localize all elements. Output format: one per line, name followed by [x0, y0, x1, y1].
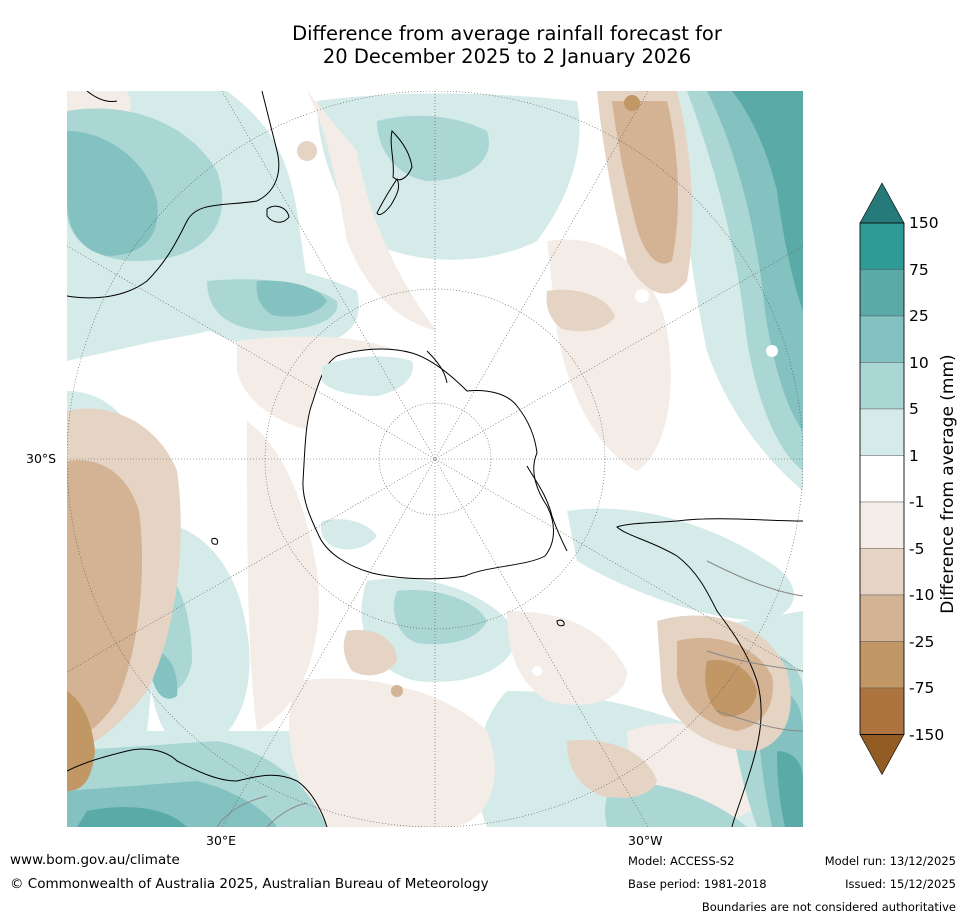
colorbar-bin [859, 269, 905, 317]
colorbar-tick: 150 [909, 214, 939, 232]
anomaly-region [705, 660, 757, 717]
base-period: Base period: 1981-2018 [628, 877, 767, 891]
meridian-line [67, 245, 803, 673]
antarctica [302, 348, 568, 580]
colorbar-tick: -10 [909, 586, 935, 604]
africa-inland-border [216, 795, 308, 827]
antarctica-interior-wet [322, 356, 413, 396]
anomaly-region [67, 131, 158, 256]
south-america-coastline [616, 518, 803, 827]
colorbar-tick: -150 [909, 725, 945, 744]
colorbar-bin [859, 455, 905, 503]
anomaly-region [288, 678, 495, 827]
anomaly-region [612, 101, 679, 264]
axis-label-30s: 30°S [26, 451, 57, 466]
axis-label-30w: 30°W [628, 833, 663, 848]
anomaly-region [777, 751, 803, 827]
tasmania-coastline [266, 205, 290, 223]
anomaly-spot [766, 345, 778, 357]
map-canvas [67, 91, 803, 827]
antarctic-peninsula [526, 465, 568, 552]
anomaly-region [393, 590, 487, 645]
australia-coastline [67, 91, 280, 299]
meridian-line [221, 91, 649, 827]
polar-hole [378, 402, 492, 516]
colorbar-extend-max [859, 182, 905, 224]
graticule [67, 91, 803, 827]
anomaly-region [507, 611, 627, 705]
colorbar-tick: 5 [909, 400, 919, 418]
anomaly-spot [635, 289, 649, 303]
africa-coastline [67, 748, 328, 827]
anomaly-region [67, 460, 143, 741]
anomaly-region [546, 289, 615, 332]
anomaly-layer-spots [297, 95, 778, 697]
model-run-date: Model run: 13/12/2025 [824, 854, 956, 868]
anomaly-spot [624, 95, 640, 111]
colorbar-label: Difference from average (mm) [938, 354, 958, 614]
colorbar-tick: -5 [909, 539, 925, 558]
anomaly-region [567, 508, 794, 621]
copyright-text: © Commonwealth of Australia 2025, Austra… [10, 876, 489, 892]
anomaly-region [567, 740, 657, 798]
anomaly-region [343, 630, 397, 676]
colorbar-bin [859, 641, 905, 689]
antarctica-interior-wet [320, 519, 377, 550]
colorbar-bin [859, 501, 905, 549]
colorbar-outline [859, 222, 905, 735]
model-name: Model: ACCESS-S2 [628, 854, 735, 868]
new-zealand-north-island [390, 129, 413, 181]
colorbar-tick: 1 [909, 446, 919, 465]
anomaly-region [377, 115, 489, 181]
colorbar-bin [859, 594, 905, 642]
colorbar-bin [859, 408, 905, 456]
anomaly-spot [532, 666, 542, 676]
colorbar-tick: -75 [909, 679, 935, 697]
colorbar-bin [859, 222, 905, 270]
anomaly-region [732, 91, 803, 311]
colorbar-tick: 25 [909, 307, 929, 325]
colorbar-extend-min [859, 734, 905, 776]
anomaly-region [247, 421, 319, 731]
south-america-inland-border [706, 560, 803, 732]
anomaly-region [153, 651, 178, 699]
coastlines [67, 91, 803, 827]
title-line-1: Difference from average rainfall forecas… [292, 22, 722, 45]
anomaly-region [77, 807, 187, 827]
website-link[interactable]: www.bom.gov.au/climate [10, 852, 180, 868]
anomaly-region [256, 280, 327, 317]
meridian-line [221, 91, 649, 827]
colorbar-tick: 10 [909, 353, 929, 372]
kerguelen-island [211, 537, 219, 545]
new-zealand-south-island [376, 178, 400, 216]
map-title: Difference from average rainfall forecas… [0, 22, 965, 68]
issued-date: Issued: 15/12/2025 [845, 877, 956, 891]
axis-label-30e: 30°E [206, 833, 237, 848]
antarctic-coast-detail [426, 350, 448, 384]
meridian-line [67, 245, 803, 673]
colorbar-tick: -25 [909, 632, 935, 651]
anomaly-region [307, 91, 437, 331]
boundaries-disclaimer: Boundaries are not considered authoritat… [701, 900, 956, 914]
colorbar-bin [859, 687, 905, 735]
colorbar-tick: 75 [909, 260, 929, 279]
colorbar [859, 182, 905, 776]
colorbar-tick: -1 [909, 493, 925, 511]
colorbar-bin [859, 548, 905, 596]
anomaly-spot [297, 141, 317, 161]
colorbar-bin [859, 315, 905, 363]
anomaly-spot [391, 685, 403, 697]
colorbar-bin [859, 362, 905, 410]
south-georgia-island [556, 619, 565, 627]
anomaly-region [67, 691, 95, 791]
rainfall-anomaly-map [67, 91, 803, 827]
title-line-2: 20 December 2025 to 2 January 2026 [322, 45, 692, 68]
